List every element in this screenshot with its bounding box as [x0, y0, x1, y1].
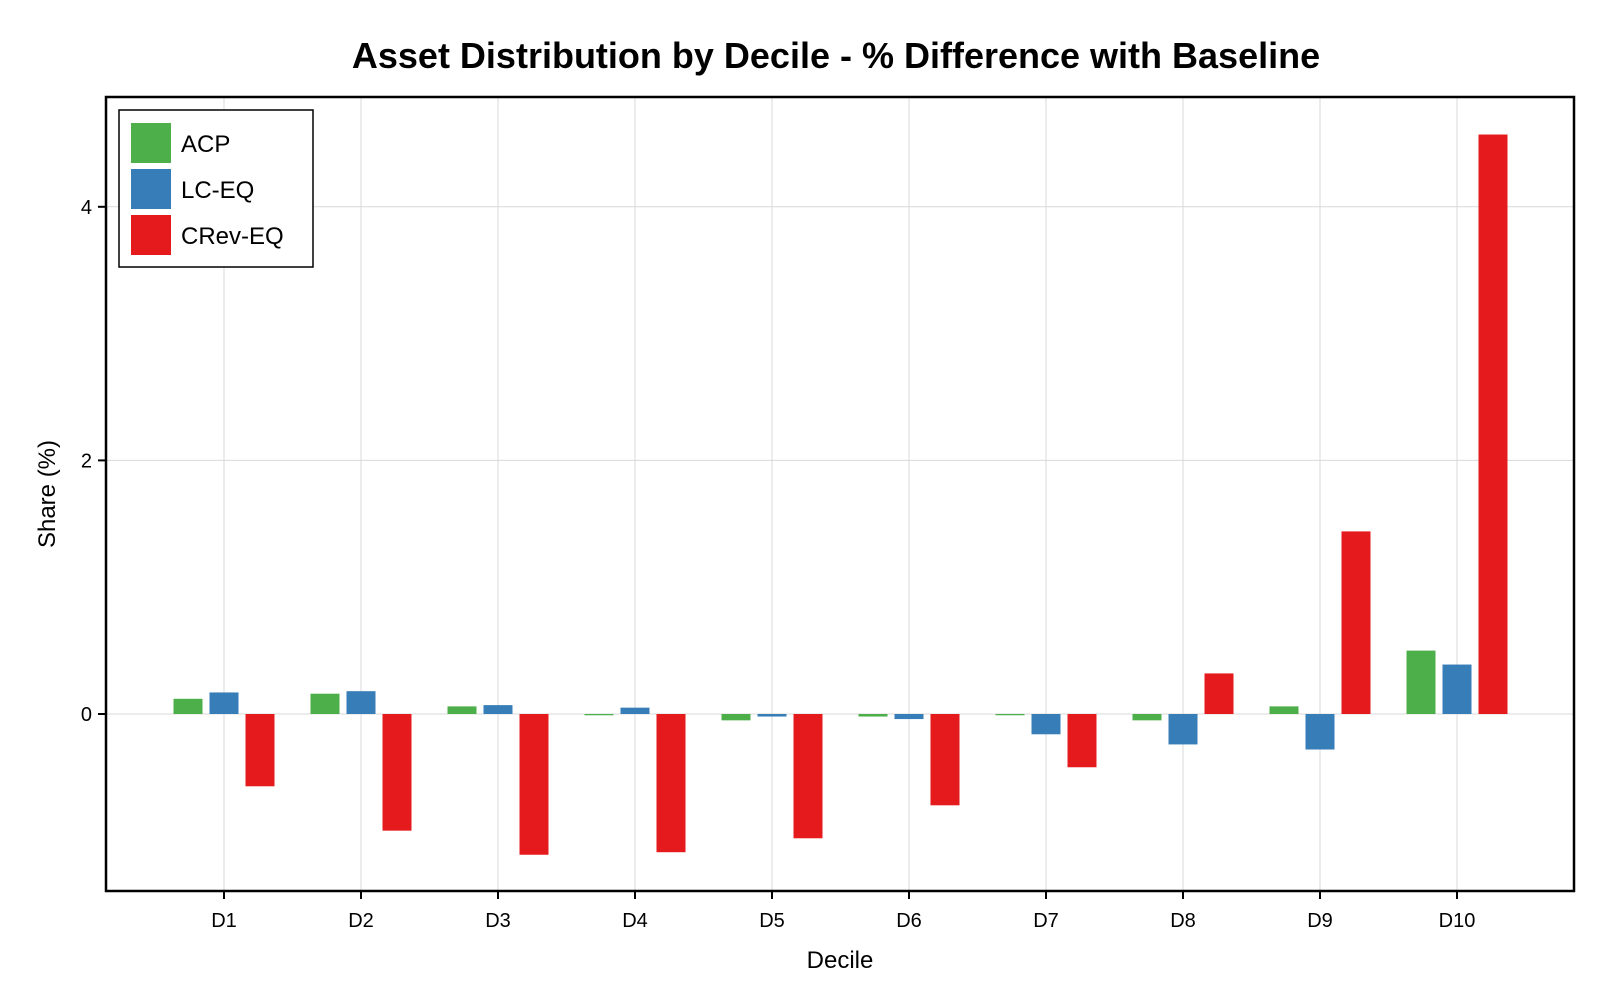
bar-acp	[173, 698, 203, 714]
y-tick-label: 4	[81, 197, 92, 219]
bar-crev-eq	[519, 714, 549, 855]
x-tick-label: D7	[1033, 910, 1059, 932]
bar-crev-eq	[930, 714, 960, 806]
bar-acp	[1406, 650, 1436, 714]
bar-acp	[447, 706, 477, 714]
bar-lc-eq	[620, 707, 650, 714]
bar-acp	[858, 714, 888, 717]
bar-lc-eq	[483, 705, 513, 714]
bars	[173, 134, 1508, 855]
x-ticks: D1 D2 D3 D4 D5 D6 D7 D8 D9 D10	[211, 891, 1475, 932]
bar-crev-eq	[656, 714, 686, 853]
grid	[106, 97, 1574, 891]
bar-acp	[995, 714, 1025, 716]
bar-lc-eq	[1442, 664, 1472, 714]
bar-lc-eq	[209, 692, 239, 714]
chart-title: Asset Distribution by Decile - % Differe…	[352, 35, 1320, 76]
x-tick-label: D9	[1307, 910, 1333, 932]
legend-label: CRev-EQ	[181, 223, 284, 250]
bar-acp	[310, 693, 340, 714]
bar-lc-eq	[1031, 714, 1061, 735]
bar-lc-eq	[894, 714, 924, 720]
bar-crev-eq	[1067, 714, 1097, 768]
legend: ACP LC-EQ CRev-EQ	[118, 109, 314, 268]
x-tick-label: D3	[485, 910, 511, 932]
bar-lc-eq	[346, 691, 376, 714]
bar-lc-eq	[757, 714, 787, 717]
bar-acp	[1132, 714, 1162, 721]
bar-crev-eq	[1478, 134, 1508, 715]
bar-acp	[721, 714, 751, 721]
legend-swatch	[131, 123, 171, 163]
bar-crev-eq	[382, 714, 412, 831]
legend-swatch	[131, 215, 171, 255]
legend-label: LC-EQ	[181, 177, 254, 204]
bar-crev-eq	[245, 714, 275, 787]
y-axis-label: Share (%)	[34, 440, 61, 548]
x-tick-label: D4	[622, 910, 648, 932]
bar-lc-eq	[1168, 714, 1198, 745]
bar-acp	[1269, 706, 1299, 714]
y-ticks: 0 2 4	[81, 197, 106, 726]
bar-crev-eq	[1204, 673, 1234, 714]
y-tick-label: 0	[81, 704, 92, 726]
x-tick-label: D10	[1439, 910, 1476, 932]
x-tick-label: D1	[211, 910, 237, 932]
bar-crev-eq	[1341, 531, 1371, 714]
bar-crev-eq	[793, 714, 823, 839]
x-axis-label: Decile	[807, 947, 874, 974]
bar-lc-eq	[1305, 714, 1335, 750]
bar-acp	[584, 714, 614, 716]
x-tick-label: D6	[896, 910, 922, 932]
legend-label: ACP	[181, 131, 230, 158]
plot-frame	[104, 95, 1576, 893]
legend-swatch	[131, 169, 171, 209]
y-tick-label: 2	[81, 450, 92, 472]
x-tick-label: D8	[1170, 910, 1196, 932]
x-tick-label: D5	[759, 910, 785, 932]
x-tick-label: D2	[348, 910, 374, 932]
